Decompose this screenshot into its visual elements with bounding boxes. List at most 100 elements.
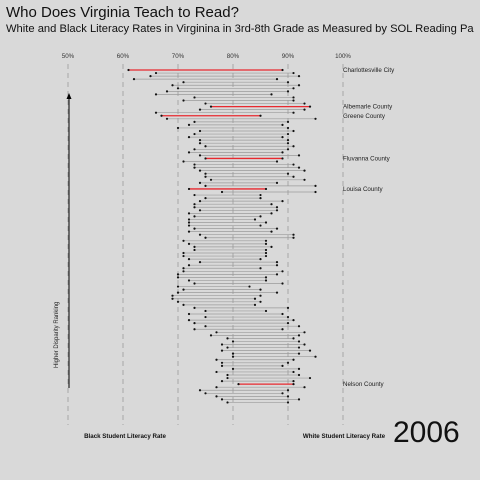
white-rate-point <box>264 187 268 191</box>
white-rate-point <box>297 334 301 337</box>
white-rate-point <box>297 154 301 157</box>
white-rate-point <box>264 242 268 245</box>
black-rate-point <box>171 297 174 300</box>
black-rate-point <box>209 105 213 108</box>
black-rate-point <box>193 306 196 309</box>
white-rate-point <box>286 139 290 142</box>
black-rate-point <box>193 322 196 325</box>
black-rate-point <box>215 370 218 374</box>
black-rate-point <box>198 233 202 236</box>
black-rate-point <box>220 398 224 401</box>
black-rate-point <box>187 151 191 154</box>
white-rate-point <box>259 300 262 303</box>
black-rate-point <box>215 358 218 361</box>
white-rate-point <box>286 389 290 392</box>
black-rate-point <box>182 160 185 163</box>
white-rate-point <box>297 325 301 328</box>
white-rate-point <box>308 105 312 108</box>
white-rate-point <box>297 373 301 377</box>
black-rate-point <box>215 395 218 398</box>
white-rate-point <box>303 102 306 105</box>
white-rate-point <box>308 376 312 380</box>
county-label: Fluvanna County <box>343 155 391 162</box>
black-rate-point <box>198 129 202 133</box>
black-rate-point <box>127 68 130 72</box>
black-rate-point <box>176 126 180 130</box>
white-rate-point <box>292 96 295 99</box>
black-rate-point <box>149 75 152 78</box>
white-rate-point <box>259 267 262 270</box>
black-rate-point <box>204 197 207 200</box>
white-rate-point <box>281 364 284 367</box>
y-axis-arrow-head <box>66 93 72 99</box>
white-rate-point <box>264 309 268 313</box>
white-rate-point <box>292 319 295 322</box>
white-rate-point <box>259 288 262 291</box>
white-rate-point <box>275 273 279 276</box>
white-rate-point <box>303 386 306 389</box>
white-rate-point <box>292 236 295 239</box>
white-rate-point <box>292 380 295 383</box>
white-rate-point <box>281 312 284 316</box>
white-rate-point <box>264 279 268 282</box>
white-rate-point <box>292 358 295 361</box>
white-rate-point <box>314 184 317 187</box>
white-rate-point <box>292 370 295 374</box>
black-rate-point <box>193 248 196 252</box>
black-rate-point <box>171 84 174 87</box>
black-rate-point <box>176 273 180 276</box>
white-rate-point <box>281 200 284 203</box>
black-rate-point <box>193 282 196 285</box>
black-rate-point <box>193 245 196 248</box>
white-rate-point <box>253 303 257 306</box>
black-rate-point <box>198 108 202 111</box>
black-rate-point <box>154 111 158 114</box>
black-rate-point <box>204 157 207 160</box>
black-rate-point <box>193 328 196 331</box>
black-rate-point <box>226 373 229 377</box>
black-rate-point <box>187 230 191 233</box>
white-rate-point <box>286 361 290 364</box>
black-rate-point <box>187 123 191 126</box>
white-rate-point <box>281 270 284 273</box>
white-rate-point <box>286 172 290 175</box>
white-rate-point <box>270 230 273 233</box>
black-rate-point <box>220 380 224 383</box>
x-tick-label: 100% <box>335 53 351 60</box>
white-rate-point <box>275 206 279 209</box>
white-rate-point <box>297 166 301 169</box>
white-rate-point <box>297 367 301 370</box>
black-rate-point <box>204 325 207 328</box>
white-rate-point <box>275 264 279 267</box>
black-rate-point <box>220 343 224 346</box>
white-rate-point <box>314 190 317 194</box>
white-rate-point <box>303 343 306 346</box>
white-rate-point <box>281 68 284 72</box>
white-rate-point <box>286 120 290 123</box>
white-rate-point <box>264 251 268 255</box>
white-rate-point <box>286 142 290 145</box>
white-rate-point <box>281 123 284 126</box>
white-rate-point <box>275 181 279 184</box>
white-rate-point <box>275 209 279 212</box>
white-rate-point <box>297 352 301 355</box>
black-rate-point <box>187 312 191 316</box>
black-rate-point <box>187 319 191 322</box>
white-rate-point <box>264 221 268 224</box>
x-tick-label: 80% <box>227 53 240 60</box>
white-rate-point <box>303 331 306 334</box>
white-rate-point <box>292 163 295 166</box>
x-tick-label: 70% <box>172 53 185 60</box>
white-rate-point <box>292 233 295 236</box>
white-rate-point <box>292 383 295 386</box>
black-rate-point <box>193 132 196 136</box>
black-rate-point <box>204 236 207 239</box>
white-rate-point <box>292 99 295 102</box>
white-rate-point <box>286 132 290 136</box>
black-rate-point <box>193 193 196 197</box>
white-rate-point <box>297 340 301 343</box>
black-rate-point <box>176 285 180 288</box>
black-rate-point <box>198 209 202 212</box>
white-rate-point <box>286 306 290 309</box>
